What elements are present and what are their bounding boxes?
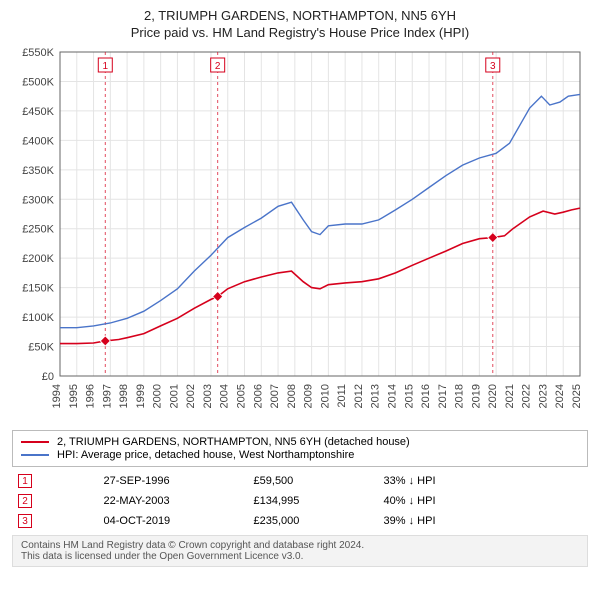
svg-text:2015: 2015: [403, 384, 415, 408]
svg-text:1997: 1997: [101, 384, 113, 408]
svg-text:£350K: £350K: [22, 165, 54, 177]
events-table: 1 27-SEP-1996£59,50033% ↓ HPI 2 22-MAY-2003…: [12, 471, 588, 531]
legend-row: HPI: Average price, detached house, West…: [21, 449, 579, 461]
svg-text:3: 3: [490, 61, 496, 72]
svg-text:2019: 2019: [470, 384, 482, 408]
chart-container: £0 £50K £100K £150K £200K £250K £300K £350K £400…: [8, 44, 592, 424]
svg-text:£150K: £150K: [22, 283, 54, 295]
svg-text:1: 1: [103, 61, 109, 72]
svg-text:2017: 2017: [437, 384, 449, 408]
price-hpi-chart: £0 £50K £100K £150K £200K £250K £300K £350K £400…: [8, 44, 592, 424]
event-delta: 33% ↓ HPI: [378, 471, 588, 491]
event-price: £134,995: [248, 491, 378, 511]
svg-text:2005: 2005: [236, 384, 248, 408]
svg-text:£500K: £500K: [22, 76, 54, 88]
svg-text:2010: 2010: [319, 384, 331, 408]
svg-text:2000: 2000: [152, 384, 164, 408]
svg-text:2016: 2016: [420, 384, 432, 408]
svg-text:2006: 2006: [252, 384, 264, 408]
svg-text:£250K: £250K: [22, 224, 54, 236]
svg-text:2014: 2014: [386, 384, 398, 408]
event-price: £235,000: [248, 511, 378, 531]
chart-title-block: 2, TRIUMPH GARDENS, NORTHAMPTON, NN5 6YH…: [8, 8, 592, 40]
svg-text:2009: 2009: [303, 384, 315, 408]
footer-attribution: Contains HM Land Registry data © Crown c…: [12, 535, 588, 567]
svg-text:2024: 2024: [554, 384, 566, 408]
event-delta: 40% ↓ HPI: [378, 491, 588, 511]
svg-text:2007: 2007: [269, 384, 281, 408]
legend-swatch: [21, 454, 49, 456]
svg-text:2025: 2025: [571, 384, 583, 408]
svg-text:2001: 2001: [168, 384, 180, 408]
svg-text:2022: 2022: [521, 384, 533, 408]
svg-text:1996: 1996: [85, 384, 97, 408]
footer-line-2: This data is licensed under the Open Gov…: [21, 551, 579, 562]
footer-line-1: Contains HM Land Registry data © Crown c…: [21, 540, 579, 551]
svg-text:£400K: £400K: [22, 135, 54, 147]
legend-box: 2, TRIUMPH GARDENS, NORTHAMPTON, NN5 6YH…: [12, 430, 588, 467]
svg-text:£50K: £50K: [28, 342, 54, 354]
event-badge: 2: [18, 494, 32, 508]
event-badge: 1: [18, 474, 32, 488]
svg-text:2003: 2003: [202, 384, 214, 408]
event-date: 22-MAY-2003: [98, 491, 248, 511]
svg-text:2013: 2013: [370, 384, 382, 408]
legend-row: 2, TRIUMPH GARDENS, NORTHAMPTON, NN5 6YH…: [21, 436, 579, 448]
title-line-1: 2, TRIUMPH GARDENS, NORTHAMPTON, NN5 6YH: [8, 8, 592, 23]
event-row: 2 22-MAY-2003£134,99540% ↓ HPI: [12, 491, 588, 511]
event-price: £59,500: [248, 471, 378, 491]
svg-text:2021: 2021: [504, 384, 516, 408]
event-badge: 3: [18, 514, 32, 528]
svg-text:1998: 1998: [118, 384, 130, 408]
svg-text:2008: 2008: [286, 384, 298, 408]
svg-text:2004: 2004: [219, 384, 231, 408]
svg-text:£450K: £450K: [22, 106, 54, 118]
event-date: 04-OCT-2019: [98, 511, 248, 531]
event-row: 1 27-SEP-1996£59,50033% ↓ HPI: [12, 471, 588, 491]
legend-label: 2, TRIUMPH GARDENS, NORTHAMPTON, NN5 6YH…: [57, 436, 410, 448]
svg-text:£100K: £100K: [22, 312, 54, 324]
svg-text:1995: 1995: [68, 384, 80, 408]
svg-text:2023: 2023: [537, 384, 549, 408]
event-row: 3 04-OCT-2019£235,00039% ↓ HPI: [12, 511, 588, 531]
event-date: 27-SEP-1996: [98, 471, 248, 491]
svg-text:£0: £0: [42, 371, 54, 383]
legend-swatch: [21, 441, 49, 443]
svg-text:£200K: £200K: [22, 253, 54, 265]
title-line-2: Price paid vs. HM Land Registry's House …: [8, 25, 592, 40]
svg-text:£550K: £550K: [22, 47, 54, 59]
svg-text:2002: 2002: [185, 384, 197, 408]
svg-text:2018: 2018: [454, 384, 466, 408]
svg-text:£300K: £300K: [22, 194, 54, 206]
svg-text:1999: 1999: [135, 384, 147, 408]
svg-text:2: 2: [215, 61, 221, 72]
svg-text:2012: 2012: [353, 384, 365, 408]
svg-text:2011: 2011: [336, 384, 348, 408]
legend-label: HPI: Average price, detached house, West…: [57, 449, 354, 461]
svg-text:2020: 2020: [487, 384, 499, 408]
svg-text:1994: 1994: [51, 384, 63, 408]
event-delta: 39% ↓ HPI: [378, 511, 588, 531]
